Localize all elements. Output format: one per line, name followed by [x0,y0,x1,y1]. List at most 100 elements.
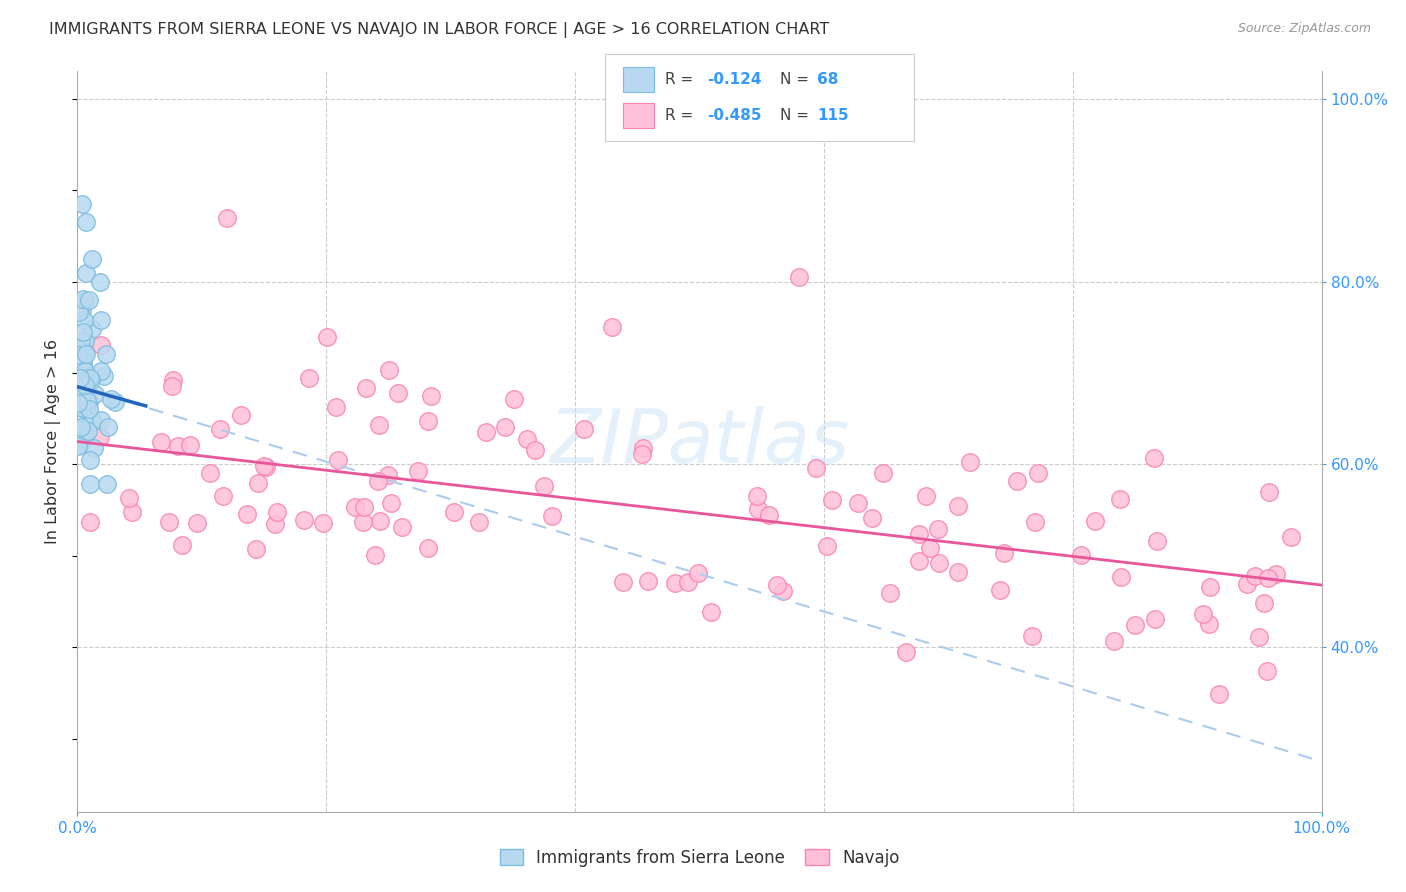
Point [72,397,94,411]
Point [90,364,112,378]
Point [73,389,96,403]
Point [186,516,208,530]
Point [367,475,389,489]
Point [66,339,89,353]
Point [70,359,93,373]
Point [418,541,440,556]
Point [1109,570,1132,584]
Point [298,370,321,384]
Y-axis label: In Labor Force | Age > 16: In Labor Force | Age > 16 [45,339,62,544]
Point [1005,474,1028,488]
Point [70,380,93,394]
Point [1144,612,1167,626]
Point [90,413,112,427]
Point [315,330,337,344]
Point [416,414,439,428]
Point [352,515,374,529]
Point [676,575,699,590]
Point [1256,664,1278,678]
Point [1102,633,1125,648]
Point [69,370,91,384]
Point [325,400,347,414]
Point [231,409,253,423]
Point [79,476,101,491]
Point [69,344,91,359]
Point [758,508,780,522]
Point [82,252,104,266]
Point [959,455,981,469]
Point [75,347,97,361]
Point [236,507,259,521]
Point [253,458,276,473]
Point [1198,617,1220,632]
Point [1024,516,1046,530]
Point [79,371,101,385]
Point [804,461,827,475]
Point [387,386,409,401]
Point [378,362,401,376]
Point [354,381,377,395]
Point [67,421,90,435]
Text: N =: N = [780,108,814,122]
Point [1257,571,1279,585]
Point [150,434,173,449]
Point [69,372,91,386]
Point [946,565,969,579]
Point [96,347,118,361]
Point [1244,569,1267,583]
Point [75,215,97,229]
Point [72,395,94,409]
Point [72,359,94,373]
Point [368,514,391,528]
Point [1084,514,1107,528]
Point [77,424,100,438]
Point [523,443,546,458]
Point [443,505,465,519]
Point [90,338,112,352]
Point [326,453,349,467]
Point [118,491,141,505]
Point [907,527,929,541]
Point [80,416,103,430]
Point [879,586,901,600]
Point [846,496,869,510]
Point [533,479,555,493]
Point [73,344,96,359]
Text: IMMIGRANTS FROM SIERRA LEONE VS NAVAJO IN LABOR FORCE | AGE > 16 CORRELATION CHA: IMMIGRANTS FROM SIERRA LEONE VS NAVAJO I… [49,22,830,38]
Point [1258,484,1281,499]
Text: Source: ZipAtlas.com: Source: ZipAtlas.com [1237,22,1371,36]
Point [1021,629,1043,643]
Point [75,334,97,348]
Point [631,447,654,461]
Point [69,300,91,314]
Point [516,432,538,446]
Point [179,438,201,452]
Point [100,392,122,407]
Point [172,538,194,552]
Point [363,548,385,562]
Point [104,395,127,409]
Point [69,334,91,348]
Point [1192,607,1215,622]
Point [84,386,107,401]
Point [73,398,96,412]
Point [928,557,950,571]
Point [80,411,103,425]
Point [75,389,97,403]
Point [664,576,686,591]
Point [637,574,659,588]
Point [1026,466,1049,480]
Point [72,401,94,416]
Point [1279,529,1302,543]
Point [254,459,277,474]
Point [391,520,413,534]
Point [772,584,794,599]
Point [76,394,98,409]
Text: -0.485: -0.485 [707,108,762,122]
Point [72,325,94,339]
Point [377,468,399,483]
Point [1143,450,1166,465]
Point [700,605,723,619]
Point [69,301,91,316]
Point [66,348,89,362]
